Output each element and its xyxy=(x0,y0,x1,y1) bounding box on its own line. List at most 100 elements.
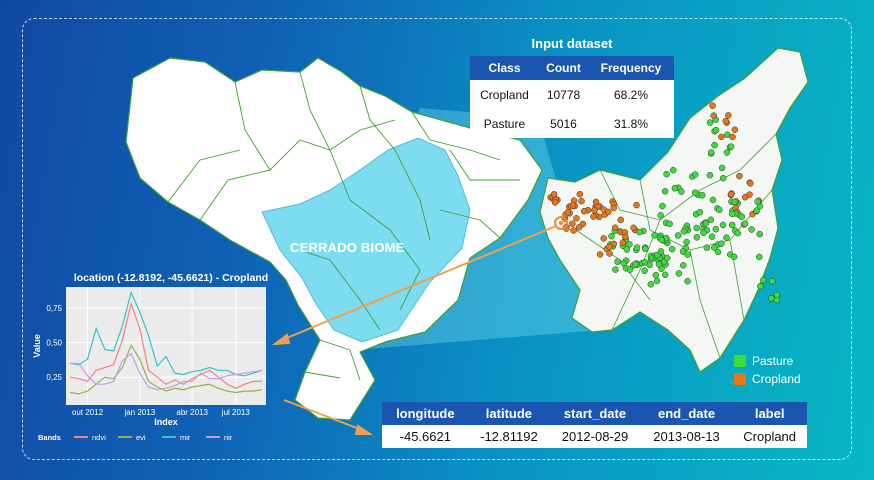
pasture-sample-point xyxy=(680,262,687,269)
pasture-sample-point xyxy=(756,253,763,261)
cerrado-biome-label: CERRADO BIOME xyxy=(290,240,405,255)
pasture-sample-point xyxy=(719,174,727,182)
selected-sample-marker xyxy=(554,216,568,230)
pasture-sample-point xyxy=(741,220,749,227)
cropland-sample-point xyxy=(731,126,739,133)
cropland-sample-point xyxy=(576,191,584,198)
class-cell: Cropland xyxy=(480,87,529,102)
x-axis-title: Index xyxy=(154,417,178,427)
cropland-sample-point xyxy=(550,191,558,198)
col-start-date: start_date xyxy=(549,402,641,425)
pasture-sample-point xyxy=(711,244,718,251)
pasture-sample-point xyxy=(663,170,670,178)
table-row: Pasture 5016 31.8% xyxy=(470,109,674,138)
pasture-sample-point xyxy=(679,248,687,255)
pasture-sample-point xyxy=(653,277,661,285)
pasture-sample-point xyxy=(706,171,714,179)
col-latitude: latitude xyxy=(468,402,550,425)
cropland-sample-point xyxy=(569,202,577,209)
cropland-sample-point xyxy=(580,207,588,215)
pasture-sample-point xyxy=(683,238,690,246)
pasture-sample-point xyxy=(659,202,666,210)
pasture-sample-point xyxy=(708,233,716,240)
cropland-sample-point xyxy=(591,206,598,214)
cerrado-region xyxy=(261,137,471,343)
y-tick-label: 0,50 xyxy=(46,339,62,348)
pasture-sample-point xyxy=(730,253,738,261)
pasture-sample-point xyxy=(675,270,683,277)
y-tick-label: 0,25 xyxy=(46,373,62,382)
legend-pasture-label: Pasture xyxy=(752,354,794,368)
pasture-sample-point xyxy=(666,220,673,228)
cropland-sample-point xyxy=(569,220,576,227)
cropland-sample-point xyxy=(736,172,743,180)
cropland-sample-point xyxy=(729,133,736,141)
col-class: Class xyxy=(470,56,539,80)
pasture-sample-point xyxy=(723,149,731,156)
cropland-sample-point xyxy=(619,239,627,246)
cropland-sample-point xyxy=(722,117,730,125)
sample-table: longitude latitude start_date end_date l… xyxy=(382,402,807,448)
cropland-sample-point xyxy=(611,224,619,231)
pasture-sample-point xyxy=(703,244,711,251)
cropland-sample-point xyxy=(727,191,735,198)
pasture-sample-point xyxy=(641,245,649,253)
pasture-sample-point xyxy=(716,206,723,214)
pasture-sample-point xyxy=(658,236,665,244)
input-dataset-title: Input dataset xyxy=(531,36,613,51)
pasture-sample-point xyxy=(684,277,691,285)
pasture-sample-point xyxy=(608,232,615,240)
cropland-sample-point xyxy=(604,208,612,216)
cropland-swatch xyxy=(734,373,746,385)
legend-pasture: Pasture xyxy=(734,354,793,368)
col-label: label xyxy=(732,402,807,425)
pasture-sample-point xyxy=(620,259,628,267)
cropland-sample-point xyxy=(596,251,604,258)
end-date-cell: 2013-08-13 xyxy=(640,425,733,448)
cropland-sample-point xyxy=(578,197,585,205)
start-date-cell: 2012-08-29 xyxy=(549,425,641,448)
cropland-sample-point xyxy=(630,224,637,232)
dashed-frame xyxy=(22,18,852,460)
pasture-sample-point xyxy=(636,228,643,236)
cropland-sample-point xyxy=(633,201,640,209)
x-tick-label: abr 2013 xyxy=(176,408,208,417)
legend-label-nir: nir xyxy=(224,433,233,442)
col-end-date: end_date xyxy=(640,402,733,425)
pasture-sample-point xyxy=(651,232,658,239)
time-series-chart: 0,25 0,50 0,75 out 2012 jan 2013 abr 2013 jul … xyxy=(32,287,266,442)
label-cell: Cropland xyxy=(732,425,807,448)
x-tick-label: out 2012 xyxy=(72,408,104,417)
latitude-cell: -12.81192 xyxy=(468,425,550,448)
cropland-sample-point xyxy=(600,235,607,242)
cropland-sample-point xyxy=(592,198,600,206)
pasture-sample-point xyxy=(702,220,710,227)
pasture-sample-point xyxy=(661,271,669,279)
pasture-sample-point xyxy=(727,143,735,150)
pasture-sample-point xyxy=(728,221,736,229)
x-tick-label: jul 2013 xyxy=(221,408,251,417)
pasture-sample-point xyxy=(712,225,720,233)
cropland-sample-point xyxy=(741,193,749,201)
chart-title: location (-12.8192, -45.6621) - Cropland xyxy=(73,272,269,284)
pasture-sample-point xyxy=(612,266,619,273)
input-dataset-table: Class Count Frequency Cropland 10778 68.… xyxy=(470,56,674,138)
plot-area xyxy=(66,287,266,405)
cropland-sample-point xyxy=(606,243,613,250)
frequency-cell: 31.8% xyxy=(614,116,649,131)
table-row: Cropland 10778 68.2% xyxy=(470,80,674,109)
legend-cropland: Cropland xyxy=(734,372,801,386)
pasture-sample-point xyxy=(693,234,701,241)
pasture-sample-point xyxy=(693,224,700,232)
pasture-sample-point xyxy=(647,281,655,288)
sample-points xyxy=(547,102,781,304)
frequency-cell: 68.2% xyxy=(614,87,649,102)
legend-label-evi: evi xyxy=(136,433,146,442)
pasture-sample-point xyxy=(769,278,776,285)
pasture-sample-point xyxy=(652,271,660,279)
pasture-swatch xyxy=(734,355,746,367)
pasture-sample-point xyxy=(684,251,691,258)
pasture-sample-point xyxy=(707,149,715,156)
pasture-sample-point xyxy=(671,184,679,192)
pasture-sample-point xyxy=(633,244,641,251)
